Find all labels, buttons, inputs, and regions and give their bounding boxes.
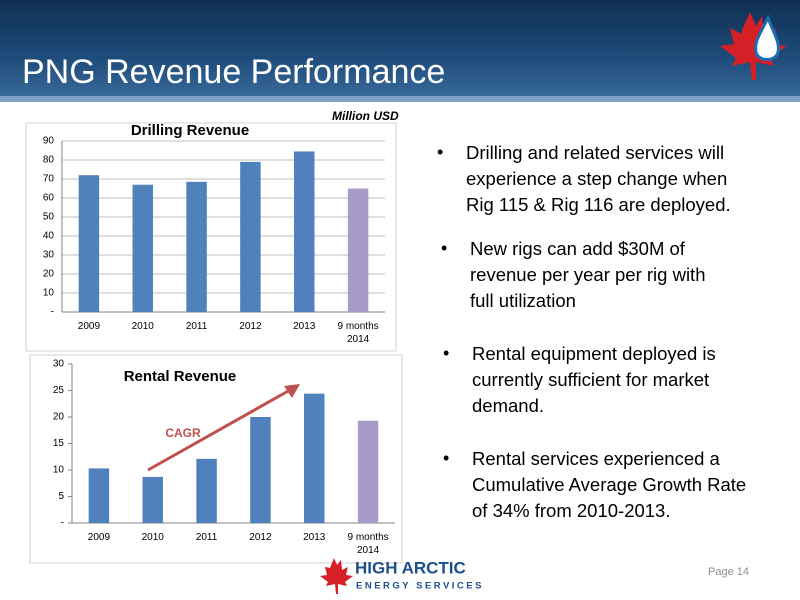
bullet-dot: • [443, 343, 450, 363]
bullet-text: Rental services experienced a [472, 448, 720, 469]
unit-note: Million USD [332, 109, 399, 123]
logo-tagline: ENERGY SERVICES [356, 581, 484, 592]
bar [132, 184, 153, 312]
bullet-text: New rigs can add $30M of [470, 238, 685, 259]
header-rule [0, 96, 800, 102]
bullet-text: Drilling and related services will [466, 142, 725, 163]
x-tick-label: 2012 [249, 532, 272, 543]
bullet-dot: • [441, 238, 448, 258]
y-tick-label: 20 [53, 412, 65, 423]
x-tick-label: 2010 [131, 321, 154, 332]
x-tick-label: 2012 [239, 321, 262, 332]
y-tick-label: 30 [43, 250, 55, 261]
x-tick-label: 2010 [141, 532, 164, 543]
y-tick-label: 5 [58, 491, 64, 502]
y-tick-label: 50 [43, 212, 55, 223]
bar [357, 420, 379, 523]
bar [304, 393, 325, 523]
y-tick-label: 40 [43, 231, 55, 242]
bullet-dot: • [437, 142, 444, 162]
annotation: CAGR [165, 426, 201, 440]
bullet-text: Rig 115 & Rig 116 are deployed. [466, 194, 731, 215]
bar [240, 161, 261, 312]
y-tick-label: 10 [43, 288, 55, 299]
bullet-text: currently sufficient for market [472, 369, 710, 390]
x-tick-label: 2009 [77, 321, 101, 332]
chart-frame [29, 354, 403, 564]
cagr-arrow [147, 384, 300, 472]
y-tick-label: 15 [53, 438, 65, 449]
bar [347, 188, 369, 312]
y-tick-label: 10 [53, 465, 65, 476]
bullet-text: experience a step change when [466, 168, 728, 189]
y-tick-label: 30 [53, 359, 65, 370]
bar [186, 181, 207, 312]
x-tick-label: 2009 [87, 532, 111, 543]
bullet-text: Cumulative Average Growth Rate [472, 474, 747, 495]
top-logo [720, 12, 786, 80]
x-tick-label: 2011 [185, 321, 208, 332]
y-tick-label: 60 [43, 193, 55, 204]
bar [78, 175, 100, 312]
bullet-text: revenue per year per rig with [470, 264, 706, 285]
bar [88, 468, 110, 523]
y-tick-label: 90 [43, 136, 55, 147]
y-tick-label: 70 [43, 174, 55, 185]
y-tick-label: - [61, 518, 64, 529]
chart-title: Drilling Revenue [131, 122, 249, 139]
bullet-text: full utilization [470, 290, 576, 311]
footer-logo [320, 558, 353, 594]
logo-name: HIGH ARCTIC [355, 558, 466, 577]
bar [250, 417, 271, 523]
bullet-text: Rental equipment deployed is [472, 343, 716, 364]
chart-title: Rental Revenue [124, 368, 237, 385]
bullet-text: demand. [472, 395, 544, 416]
x-tick-label: 9 months 2014 [347, 532, 389, 556]
y-tick-label: 25 [53, 385, 65, 396]
x-tick-label: 9 months 2014 [337, 321, 379, 345]
bullet-text: of 34% from 2010-2013. [472, 500, 671, 521]
y-tick-label: 80 [43, 155, 55, 166]
page-number: Page 14 [708, 566, 749, 578]
bar [142, 476, 163, 523]
x-tick-label: 2013 [303, 532, 326, 543]
y-tick-label: 20 [43, 269, 55, 280]
bullet-dot: • [443, 448, 450, 468]
bar [294, 151, 315, 312]
x-tick-label: 2013 [293, 321, 316, 332]
slide-title: PNG Revenue Performance [22, 53, 445, 91]
chart-frame [25, 122, 397, 352]
bar [196, 458, 217, 523]
header-band [0, 0, 800, 100]
x-tick-label: 2011 [195, 532, 218, 543]
y-tick-label: - [51, 307, 54, 318]
